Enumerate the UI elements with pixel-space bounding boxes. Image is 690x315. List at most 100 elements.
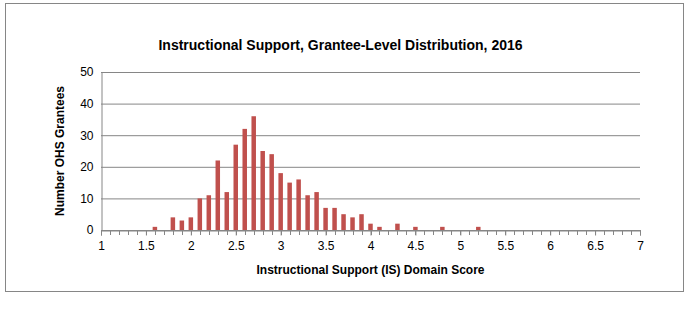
x-minor-tick [550,230,551,235]
x-tick-label: 1.5 [138,239,155,253]
bar [216,160,221,230]
bar [180,221,185,230]
bar [503,230,508,231]
x-minor-tick [613,230,614,235]
bar [422,230,427,231]
x-minor-tick [119,230,120,235]
bar [368,224,373,230]
bar [278,173,283,230]
x-minor-tick [344,230,345,235]
bar [135,230,140,231]
x-minor-tick [406,230,407,235]
x-tick-label: 6.5 [587,239,604,253]
x-minor-tick [353,230,354,235]
x-minor-tick [388,230,389,235]
x-minor-tick [272,230,273,235]
bar [494,230,499,231]
grid [101,73,640,231]
x-minor-tick [137,230,138,235]
x-minor-tick [559,230,560,235]
x-minor-tick [595,230,596,235]
y-tick-label: 40 [80,97,94,111]
x-axis-title: Instructional Support (IS) Domain Score [256,263,484,277]
x-tick-label: 3 [278,239,285,253]
y-axis: 01020304050 [80,65,102,237]
x-axis-line [102,231,641,236]
x-tick: 7 [637,231,644,254]
x-tick-mark [191,231,192,236]
x-minor-tick [155,230,156,235]
bar [225,192,230,230]
bar [539,230,544,231]
x-minor-tick [173,230,174,235]
y-tick-label: 20 [80,160,94,174]
grid-line [101,198,640,199]
bar [341,214,346,230]
x-minor-tick [227,230,228,235]
x-tick-mark [371,231,372,236]
bar [323,208,328,230]
y-tick-label: 10 [80,192,94,206]
bar [593,230,598,231]
bar [584,230,589,231]
bar [207,195,212,230]
bar [198,198,203,230]
grid-line [101,167,640,168]
x-tick-mark [550,231,551,236]
x-minor-tick [514,230,515,235]
x-minor-tick [317,230,318,235]
y-tick-label: 30 [80,129,94,143]
x-minor-tick [209,230,210,235]
x-tick: 1 [98,231,105,254]
x-minor-tick [604,230,605,235]
bar [287,183,292,230]
x-minor-tick [146,230,147,235]
bar [512,230,517,231]
y-tick: 10 [80,192,101,206]
chart: 0102030405011.522.533.544.555.566.57Inst… [0,0,690,315]
x-minor-tick [164,230,165,235]
x-minor-tick [442,230,443,235]
x-minor-tick [433,230,434,235]
x-tick: 5 [457,231,464,254]
bar [171,217,176,230]
bar [314,192,319,230]
x-tick-mark [236,231,237,236]
x-minor-tick [415,230,416,235]
x-minor-tick [191,230,192,235]
x-minor-tick [335,230,336,235]
bar [440,227,445,230]
x-minor-tick [586,230,587,235]
x-minor-tick [469,230,470,235]
bar [566,230,571,231]
x-tick-label: 5 [457,239,464,253]
bar [162,230,167,231]
x-tick: 4 [368,231,375,254]
x-tick: 3 [278,231,285,254]
y-tick: 40 [80,97,101,111]
bar [144,230,149,231]
x-minor-tick [523,230,524,235]
x-tick-mark [595,231,596,236]
bars [153,116,481,230]
x-minor-tick [487,230,488,235]
x-minor-tick [460,230,461,235]
x-tick-mark [146,231,147,236]
bar [638,230,640,231]
bar [458,230,463,231]
x-minor-tick [496,230,497,235]
bar [413,227,418,230]
x-minor-tick [640,230,641,235]
grid-line [101,104,640,105]
x-tick-label: 6 [547,239,554,253]
x-minor-tick [362,230,363,235]
x-tick: 1.5 [138,231,155,254]
x-tick-label: 4 [368,239,375,253]
x-minor-tick [308,230,309,235]
y-tick: 50 [80,65,101,79]
bar [386,230,391,231]
bar [395,224,400,230]
x-tick-label: 2 [188,239,195,253]
bar [611,230,616,231]
x-minor-tick [254,230,255,235]
